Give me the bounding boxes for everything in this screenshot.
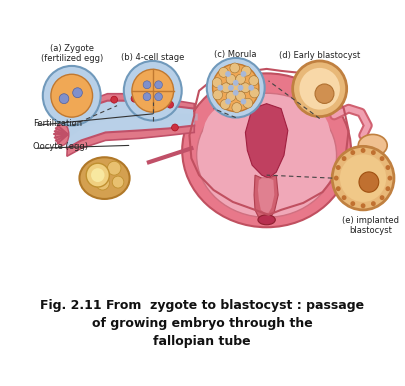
Circle shape — [341, 195, 345, 200]
Polygon shape — [257, 178, 274, 213]
Circle shape — [370, 150, 375, 155]
Ellipse shape — [189, 91, 275, 170]
Circle shape — [232, 80, 238, 86]
Circle shape — [350, 150, 354, 155]
Circle shape — [226, 74, 235, 84]
Ellipse shape — [260, 101, 329, 166]
Circle shape — [166, 101, 173, 108]
Circle shape — [298, 68, 339, 110]
Circle shape — [249, 88, 258, 98]
Ellipse shape — [257, 215, 275, 225]
Circle shape — [112, 176, 124, 188]
Circle shape — [314, 84, 333, 103]
Circle shape — [206, 58, 264, 118]
Circle shape — [235, 74, 245, 84]
Text: Oocyte (egg): Oocyte (egg) — [33, 142, 88, 151]
Circle shape — [224, 71, 230, 77]
Circle shape — [360, 203, 364, 208]
Circle shape — [231, 103, 241, 113]
Circle shape — [229, 63, 239, 73]
Ellipse shape — [79, 157, 129, 199]
Circle shape — [212, 64, 258, 112]
Text: of growing embryo through the: of growing embryo through the — [92, 317, 311, 330]
Circle shape — [212, 78, 222, 88]
Circle shape — [379, 156, 384, 161]
Circle shape — [91, 168, 104, 182]
Circle shape — [240, 98, 246, 105]
Circle shape — [72, 88, 82, 98]
Circle shape — [124, 61, 181, 120]
Circle shape — [111, 96, 117, 103]
Polygon shape — [67, 101, 194, 148]
Circle shape — [143, 93, 151, 101]
Ellipse shape — [202, 101, 272, 166]
Circle shape — [292, 61, 346, 117]
Circle shape — [228, 85, 233, 91]
Polygon shape — [245, 104, 287, 178]
Circle shape — [240, 83, 249, 93]
Circle shape — [131, 95, 137, 102]
Ellipse shape — [55, 124, 69, 146]
Text: Fig. 2.11 From  zygote to blastocyst : passage: Fig. 2.11 From zygote to blastocyst : pa… — [40, 299, 363, 312]
Text: (a) Zygote
(fertilized egg): (a) Zygote (fertilized egg) — [40, 44, 102, 63]
Circle shape — [241, 66, 250, 76]
Circle shape — [350, 201, 354, 206]
Circle shape — [339, 154, 385, 202]
Text: (c) Morula: (c) Morula — [214, 50, 256, 59]
Circle shape — [43, 66, 100, 125]
Circle shape — [86, 163, 109, 187]
Circle shape — [171, 124, 178, 131]
Circle shape — [240, 71, 246, 77]
Circle shape — [384, 165, 389, 170]
Circle shape — [51, 74, 92, 117]
Circle shape — [335, 165, 340, 170]
Text: fallopian tube: fallopian tube — [153, 335, 250, 348]
Circle shape — [341, 156, 345, 161]
Circle shape — [154, 81, 162, 89]
Text: Fertilization: Fertilization — [33, 119, 82, 128]
Circle shape — [224, 98, 230, 105]
Circle shape — [243, 98, 252, 108]
Text: (b) 4-cell stage: (b) 4-cell stage — [121, 53, 184, 62]
Circle shape — [379, 195, 384, 200]
Circle shape — [212, 90, 222, 100]
Circle shape — [220, 100, 230, 109]
Circle shape — [333, 176, 338, 181]
Circle shape — [248, 76, 258, 86]
Text: (d) Early blastocyst: (d) Early blastocyst — [278, 51, 359, 60]
Polygon shape — [254, 175, 277, 220]
Circle shape — [87, 164, 102, 180]
Circle shape — [384, 186, 389, 191]
Ellipse shape — [182, 73, 350, 227]
Ellipse shape — [357, 134, 386, 156]
Circle shape — [232, 90, 238, 96]
Circle shape — [360, 148, 364, 153]
Circle shape — [132, 69, 173, 112]
Ellipse shape — [196, 93, 336, 217]
Circle shape — [217, 85, 223, 91]
Ellipse shape — [256, 91, 343, 170]
Circle shape — [218, 68, 228, 77]
Circle shape — [235, 91, 245, 101]
Circle shape — [386, 176, 391, 181]
Text: (e) implanted
blastocyst: (e) implanted blastocyst — [341, 216, 398, 235]
Polygon shape — [67, 101, 194, 148]
Circle shape — [370, 201, 375, 206]
Circle shape — [248, 85, 254, 91]
Circle shape — [226, 91, 235, 101]
Polygon shape — [67, 94, 194, 156]
Circle shape — [331, 146, 393, 210]
Circle shape — [358, 172, 378, 192]
Circle shape — [221, 83, 230, 93]
Circle shape — [107, 161, 121, 175]
Circle shape — [154, 93, 162, 101]
Circle shape — [149, 98, 156, 105]
Circle shape — [96, 176, 109, 190]
Circle shape — [230, 83, 240, 93]
Circle shape — [237, 85, 243, 91]
Circle shape — [59, 94, 69, 104]
Circle shape — [143, 81, 151, 89]
Circle shape — [335, 186, 340, 191]
